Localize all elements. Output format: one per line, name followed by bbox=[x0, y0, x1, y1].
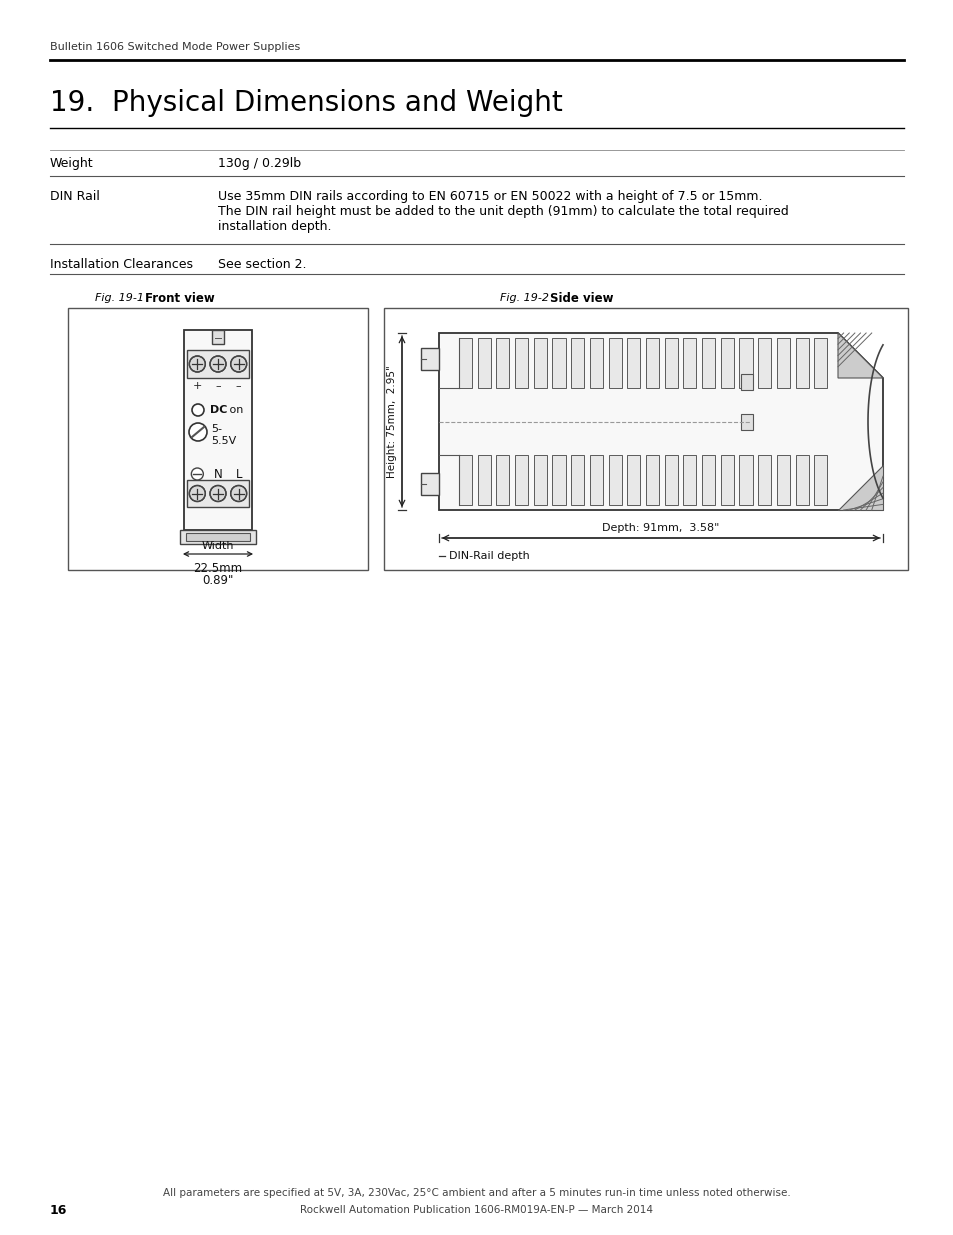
Text: Bulletin 1606 Switched Mode Power Supplies: Bulletin 1606 Switched Mode Power Suppli… bbox=[50, 42, 300, 52]
Bar bbox=[186, 534, 250, 541]
Bar bbox=[701, 338, 715, 388]
Bar bbox=[420, 473, 438, 495]
Text: All parameters are specified at 5V, 3A, 230Vac, 25°C ambient and after a 5 minut: All parameters are specified at 5V, 3A, … bbox=[163, 1188, 790, 1198]
Bar bbox=[420, 348, 438, 370]
Bar bbox=[477, 338, 490, 388]
Bar bbox=[645, 338, 659, 388]
Text: N: N bbox=[213, 468, 222, 480]
Bar bbox=[187, 480, 249, 508]
Text: Installation Clearances: Installation Clearances bbox=[50, 258, 193, 270]
Bar bbox=[534, 454, 546, 505]
Bar bbox=[608, 454, 621, 505]
Bar bbox=[682, 338, 696, 388]
Text: Rockwell Automation Publication 1606-RM019A-EN-P — March 2014: Rockwell Automation Publication 1606-RM0… bbox=[300, 1205, 653, 1215]
Bar bbox=[477, 454, 490, 505]
Bar bbox=[664, 338, 677, 388]
Bar bbox=[515, 454, 528, 505]
Bar bbox=[814, 454, 826, 505]
Bar bbox=[758, 454, 770, 505]
Text: Height: 75mm,  2.95": Height: 75mm, 2.95" bbox=[387, 366, 396, 478]
Bar bbox=[571, 338, 583, 388]
Text: 130g / 0.29lb: 130g / 0.29lb bbox=[218, 158, 301, 170]
Text: DIN Rail: DIN Rail bbox=[50, 190, 100, 203]
Bar bbox=[68, 308, 368, 571]
Circle shape bbox=[189, 356, 205, 372]
Bar bbox=[739, 454, 752, 505]
Bar bbox=[740, 374, 752, 389]
Text: DIN-Rail depth: DIN-Rail depth bbox=[449, 551, 529, 561]
Circle shape bbox=[210, 356, 226, 372]
Text: Width: Width bbox=[201, 541, 234, 551]
Text: Use 35mm DIN rails according to EN 60715 or EN 50022 with a height of 7.5 or 15m: Use 35mm DIN rails according to EN 60715… bbox=[218, 190, 761, 203]
Bar bbox=[795, 454, 808, 505]
Text: 5.5V: 5.5V bbox=[211, 436, 236, 446]
Bar bbox=[776, 338, 789, 388]
Polygon shape bbox=[837, 333, 882, 378]
Bar bbox=[384, 308, 907, 571]
Bar bbox=[496, 338, 509, 388]
Bar bbox=[645, 454, 659, 505]
Bar bbox=[496, 454, 509, 505]
Text: 16: 16 bbox=[50, 1203, 68, 1216]
Circle shape bbox=[231, 485, 247, 501]
Text: Fig. 19-1: Fig. 19-1 bbox=[95, 293, 144, 303]
Bar bbox=[682, 454, 696, 505]
Bar bbox=[458, 338, 472, 388]
Text: Side view: Side view bbox=[550, 291, 613, 305]
Text: Fig. 19-2: Fig. 19-2 bbox=[499, 293, 548, 303]
Bar bbox=[180, 530, 255, 543]
Text: 19.  Physical Dimensions and Weight: 19. Physical Dimensions and Weight bbox=[50, 89, 562, 117]
Polygon shape bbox=[837, 466, 882, 510]
Text: Weight: Weight bbox=[50, 158, 93, 170]
Text: Front view: Front view bbox=[145, 291, 214, 305]
Bar bbox=[795, 338, 808, 388]
Text: 22.5mm: 22.5mm bbox=[193, 562, 242, 574]
Text: –: – bbox=[235, 382, 241, 391]
Bar bbox=[184, 330, 252, 530]
Circle shape bbox=[189, 424, 207, 441]
Bar bbox=[720, 338, 733, 388]
Bar bbox=[589, 338, 602, 388]
Bar bbox=[701, 454, 715, 505]
Bar bbox=[515, 338, 528, 388]
Bar bbox=[534, 338, 546, 388]
Bar bbox=[740, 414, 752, 430]
Text: See section 2.: See section 2. bbox=[218, 258, 306, 270]
Bar bbox=[720, 454, 733, 505]
Text: 0.89": 0.89" bbox=[202, 574, 233, 588]
Text: on: on bbox=[226, 405, 243, 415]
Bar bbox=[739, 338, 752, 388]
Circle shape bbox=[192, 404, 204, 416]
Bar bbox=[571, 454, 583, 505]
Bar bbox=[758, 338, 770, 388]
Bar bbox=[212, 330, 224, 345]
Text: L: L bbox=[235, 468, 242, 480]
Bar bbox=[552, 338, 565, 388]
Text: 5-: 5- bbox=[211, 424, 222, 433]
Text: +: + bbox=[193, 382, 202, 391]
Text: DC: DC bbox=[210, 405, 227, 415]
Bar bbox=[627, 338, 639, 388]
Bar bbox=[552, 454, 565, 505]
Bar bbox=[458, 454, 472, 505]
Bar bbox=[664, 454, 677, 505]
Circle shape bbox=[210, 485, 226, 501]
Text: –: – bbox=[215, 382, 220, 391]
Text: Depth: 91mm,  3.58": Depth: 91mm, 3.58" bbox=[601, 522, 719, 534]
Polygon shape bbox=[438, 333, 882, 510]
Bar bbox=[776, 454, 789, 505]
Circle shape bbox=[189, 485, 205, 501]
Text: The DIN rail height must be added to the unit depth (91mm) to calculate the tota: The DIN rail height must be added to the… bbox=[218, 205, 788, 219]
Bar bbox=[187, 350, 249, 378]
Circle shape bbox=[192, 468, 203, 480]
Bar bbox=[608, 338, 621, 388]
Bar bbox=[627, 454, 639, 505]
Circle shape bbox=[231, 356, 247, 372]
Text: installation depth.: installation depth. bbox=[218, 220, 331, 233]
Bar bbox=[589, 454, 602, 505]
Bar bbox=[814, 338, 826, 388]
